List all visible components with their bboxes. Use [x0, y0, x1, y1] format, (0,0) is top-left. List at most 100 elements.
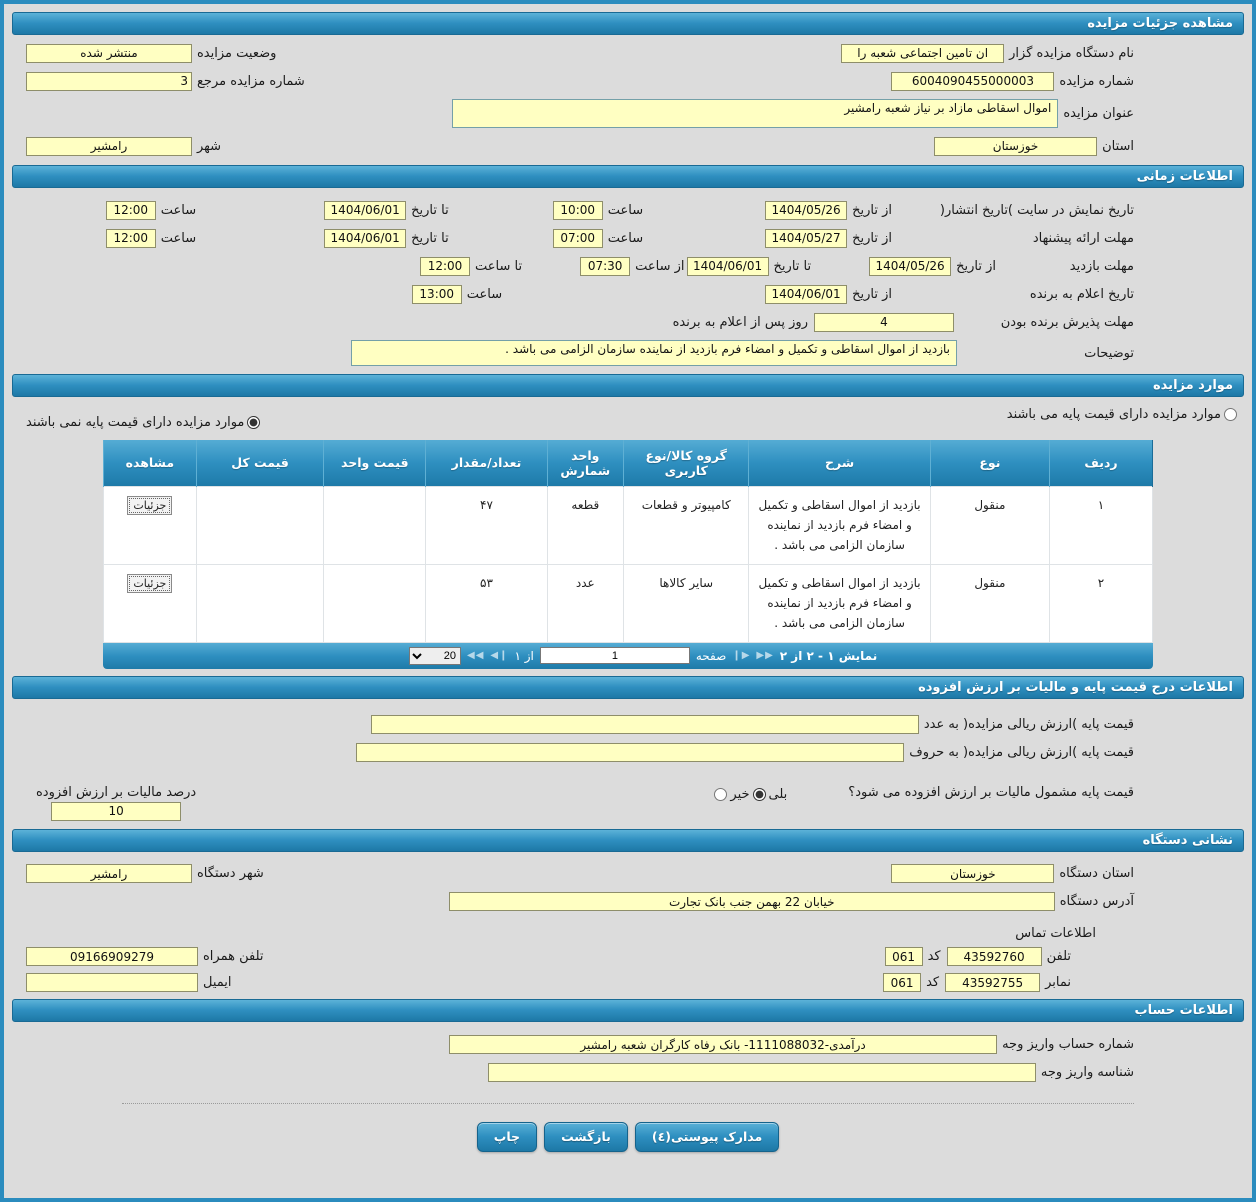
row-vat: قیمت پایه مشمول مالیات بر ارزش افزوده می…	[26, 785, 1134, 821]
device-address-input[interactable]	[448, 892, 1055, 912]
row-device-address: آدرس دستگاه	[26, 892, 1134, 912]
visit-from-date-input[interactable]	[869, 256, 952, 276]
cell-count-unit: عدد	[546, 563, 624, 643]
cell-type: منقول	[929, 563, 1051, 643]
cell-unit-price	[323, 563, 427, 643]
vat-yes-radio[interactable]	[752, 787, 766, 801]
deposit-id-input[interactable]	[487, 1063, 1036, 1083]
account-number-label: شماره حساب واریز وجه	[1002, 1037, 1134, 1053]
vat-no-label: خیر	[730, 786, 750, 802]
announce-date-input[interactable]	[765, 284, 848, 304]
pager-prev-icon[interactable]: ❙◀	[490, 650, 509, 662]
row-fax: نمابر کد ایمیل	[26, 973, 1071, 993]
row-offer-dates: مهلت ارائه پیشنهاد از تاریخ ساعت تا تاری…	[26, 228, 1134, 248]
details-button[interactable]: جزئیات	[127, 573, 173, 593]
pager-last-icon[interactable]: ▶▶	[756, 650, 774, 662]
publish-to-time-input[interactable]	[105, 200, 156, 220]
pager-page-size-select[interactable]: 20	[409, 646, 461, 665]
items-table: ردیف نوع شرح گروه کالا/نوع کاربری واحد ش…	[103, 440, 1153, 643]
vat-yes-label: بلی	[768, 786, 788, 802]
attachments-button[interactable]: مدارک پیوستی(٤)	[634, 1121, 780, 1152]
visit-from-time-input[interactable]	[580, 256, 631, 276]
row-numbers: شماره مزایده شماره مزایده مرجع	[26, 71, 1134, 91]
accept-days-input[interactable]	[814, 312, 954, 332]
cell-total-price	[195, 485, 325, 565]
visit-to-time-input[interactable]	[420, 256, 471, 276]
pager-next-icon[interactable]: ▶❙	[732, 650, 751, 662]
offer-to-date-input[interactable]	[324, 228, 407, 248]
vat-radio-group: بلی خیر	[711, 787, 787, 802]
vat-percent-input[interactable]	[51, 801, 182, 821]
email-input[interactable]	[26, 973, 198, 993]
base-price-numeric-input[interactable]	[370, 715, 919, 735]
announce-time-input[interactable]	[411, 284, 462, 304]
visit-to-date-input[interactable]	[686, 256, 769, 276]
account-number-input[interactable]	[449, 1035, 998, 1055]
radio-without-base-price[interactable]	[247, 416, 261, 429]
cell-count-unit: قطعه	[546, 485, 624, 565]
radio-with-base-price[interactable]	[1224, 408, 1237, 421]
row-notes: توضیحات بازدید از اموال اسقاطی و تکمیل و…	[26, 340, 1134, 366]
row-accept-deadline: مهلت پذیرش برنده بودن روز پس از اعلام به…	[26, 312, 1134, 332]
mobile-input[interactable]	[26, 947, 198, 967]
vat-no-radio[interactable]	[714, 787, 728, 801]
phone-input[interactable]	[946, 947, 1042, 967]
to-date-label: تا تاریخ	[411, 202, 449, 218]
email-label: ایمیل	[203, 975, 232, 991]
org-name-input[interactable]	[841, 43, 1005, 63]
device-city-input[interactable]	[26, 864, 192, 884]
auction-no-input[interactable]	[891, 71, 1055, 91]
base-price-words-label: قیمت پایه )ارزش ریالی مزایده( به حروف	[909, 745, 1134, 761]
col-header-goods-group: گروه کالا/نوع کاربری	[622, 440, 750, 486]
cell-description: بازدید از اموال اسقاطی و تکمیل و امضاء ف…	[748, 485, 931, 565]
ref-no-input[interactable]	[26, 71, 192, 91]
row-announce-date: تاریخ اعلام به برنده از تاریخ ساعت	[26, 284, 1134, 304]
row-visit-dates: مهلت بازدید از تاریخ تا تاریخ از ساعت تا…	[26, 256, 1134, 276]
province-input[interactable]	[934, 136, 1098, 156]
row-publish-dates: تاریخ نمایش در سایت )تاریخ انتشار( از تا…	[26, 200, 1134, 220]
fax-code-input[interactable]	[883, 973, 922, 993]
phone-label: تلفن	[1046, 949, 1071, 965]
cell-row-number: ۲	[1049, 563, 1153, 643]
status-label: وضعیت مزایده	[197, 45, 277, 61]
hour-label: ساعت	[160, 230, 197, 246]
pager-of-label: از ۱	[514, 648, 534, 663]
offer-from-date-input[interactable]	[765, 228, 848, 248]
vat-percent-label: درصد مالیات بر ارزش افزوده	[36, 784, 197, 800]
print-button[interactable]: چاپ	[476, 1121, 538, 1152]
accept-label: مهلت پذیرش برنده بودن	[1000, 314, 1134, 330]
offer-to-time-input[interactable]	[105, 228, 156, 248]
col-header-type: نوع	[929, 440, 1051, 486]
cell-quantity: ۵۳	[425, 563, 548, 643]
status-input[interactable]	[26, 43, 192, 63]
visit-label: مهلت بازدید	[1069, 258, 1134, 274]
back-button[interactable]: بازگشت	[544, 1121, 628, 1152]
pager-page-input[interactable]	[539, 647, 690, 665]
radio-with-base-price-label: موارد مزایده دارای قیمت پایه می باشند	[1006, 407, 1221, 422]
city-input[interactable]	[26, 136, 192, 156]
auction-title-input[interactable]: اموال اسقاطی مازاد بر نیاز شعبه رامشیر	[452, 99, 1059, 128]
details-button[interactable]: جزئیات	[127, 495, 173, 515]
row-org-status: نام دستگاه مزایده گزار وضعیت مزایده	[26, 43, 1134, 63]
device-city-label: شهر دستگاه	[197, 866, 264, 882]
table-pager: نمایش ۱ - ۲ از ۲ ▶▶ ▶❙ صفحه از ۱ ❙◀ ◀◀ 2…	[103, 642, 1153, 669]
offer-from-time-input[interactable]	[552, 228, 603, 248]
publish-from-date-input[interactable]	[765, 200, 848, 220]
cell-type: منقول	[929, 485, 1051, 565]
items-table-wrap: ردیف نوع شرح گروه کالا/نوع کاربری واحد ش…	[103, 440, 1153, 669]
publish-to-date-input[interactable]	[324, 200, 407, 220]
publish-from-time-input[interactable]	[552, 200, 603, 220]
pager-first-icon[interactable]: ◀◀	[467, 650, 485, 662]
footer-buttons: مدارک پیوستی(٤) بازگشت چاپ	[10, 1121, 1246, 1152]
base-price-words-input[interactable]	[356, 743, 905, 763]
fax-input[interactable]	[945, 973, 1041, 993]
phone-code-input[interactable]	[884, 947, 923, 967]
device-province-input[interactable]	[891, 864, 1055, 884]
device-address-label: آدرس دستگاه	[1059, 894, 1134, 910]
notes-input[interactable]: بازدید از اموال اسقاطی و تکمیل و امضاء ف…	[351, 340, 957, 366]
ref-no-label: شماره مزایده مرجع	[197, 73, 305, 89]
base-price-radio-group: موارد مزایده دارای قیمت پایه می باشند مو…	[26, 407, 1240, 430]
from-date-label: از تاریخ	[852, 202, 892, 218]
section-header-pricing: اطلاعات درج قیمت پایه و مالیات بر ارزش ا…	[12, 675, 1244, 699]
